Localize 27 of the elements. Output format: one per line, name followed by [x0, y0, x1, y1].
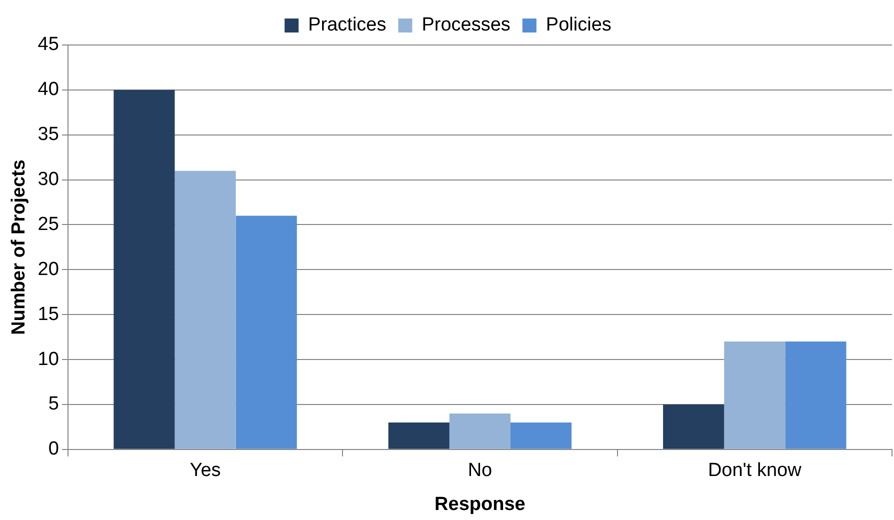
y-tick-label: 35 [38, 124, 59, 146]
bar [388, 422, 450, 449]
bar [663, 404, 724, 449]
bar [174, 170, 236, 449]
y-axis-title: Number of Projects [8, 160, 30, 335]
bar [785, 342, 846, 449]
y-tick-label: 5 [48, 394, 59, 415]
x-tick-label: No [468, 460, 492, 482]
y-tick-label: 20 [38, 258, 59, 280]
bar [114, 90, 175, 449]
x-axis-title: Response [434, 494, 526, 515]
legend-label: Policies [546, 14, 612, 36]
bar [449, 413, 511, 449]
legend-label: Processes [422, 14, 510, 36]
y-tick-label: 0 [48, 438, 59, 460]
y-tick-label: 40 [38, 79, 59, 100]
y-tick-label: 25 [38, 214, 59, 235]
bar [236, 216, 297, 449]
bar [510, 422, 572, 449]
x-tick-label: Don't know [708, 460, 802, 482]
y-tick-label: 30 [38, 169, 59, 190]
y-tick-label: 10 [38, 348, 59, 370]
y-tick-label: 15 [38, 304, 59, 325]
legend-label: Practices [308, 14, 386, 36]
x-tick-label: Yes [190, 460, 221, 482]
bar [724, 342, 786, 449]
y-tick-label: 45 [38, 34, 59, 56]
